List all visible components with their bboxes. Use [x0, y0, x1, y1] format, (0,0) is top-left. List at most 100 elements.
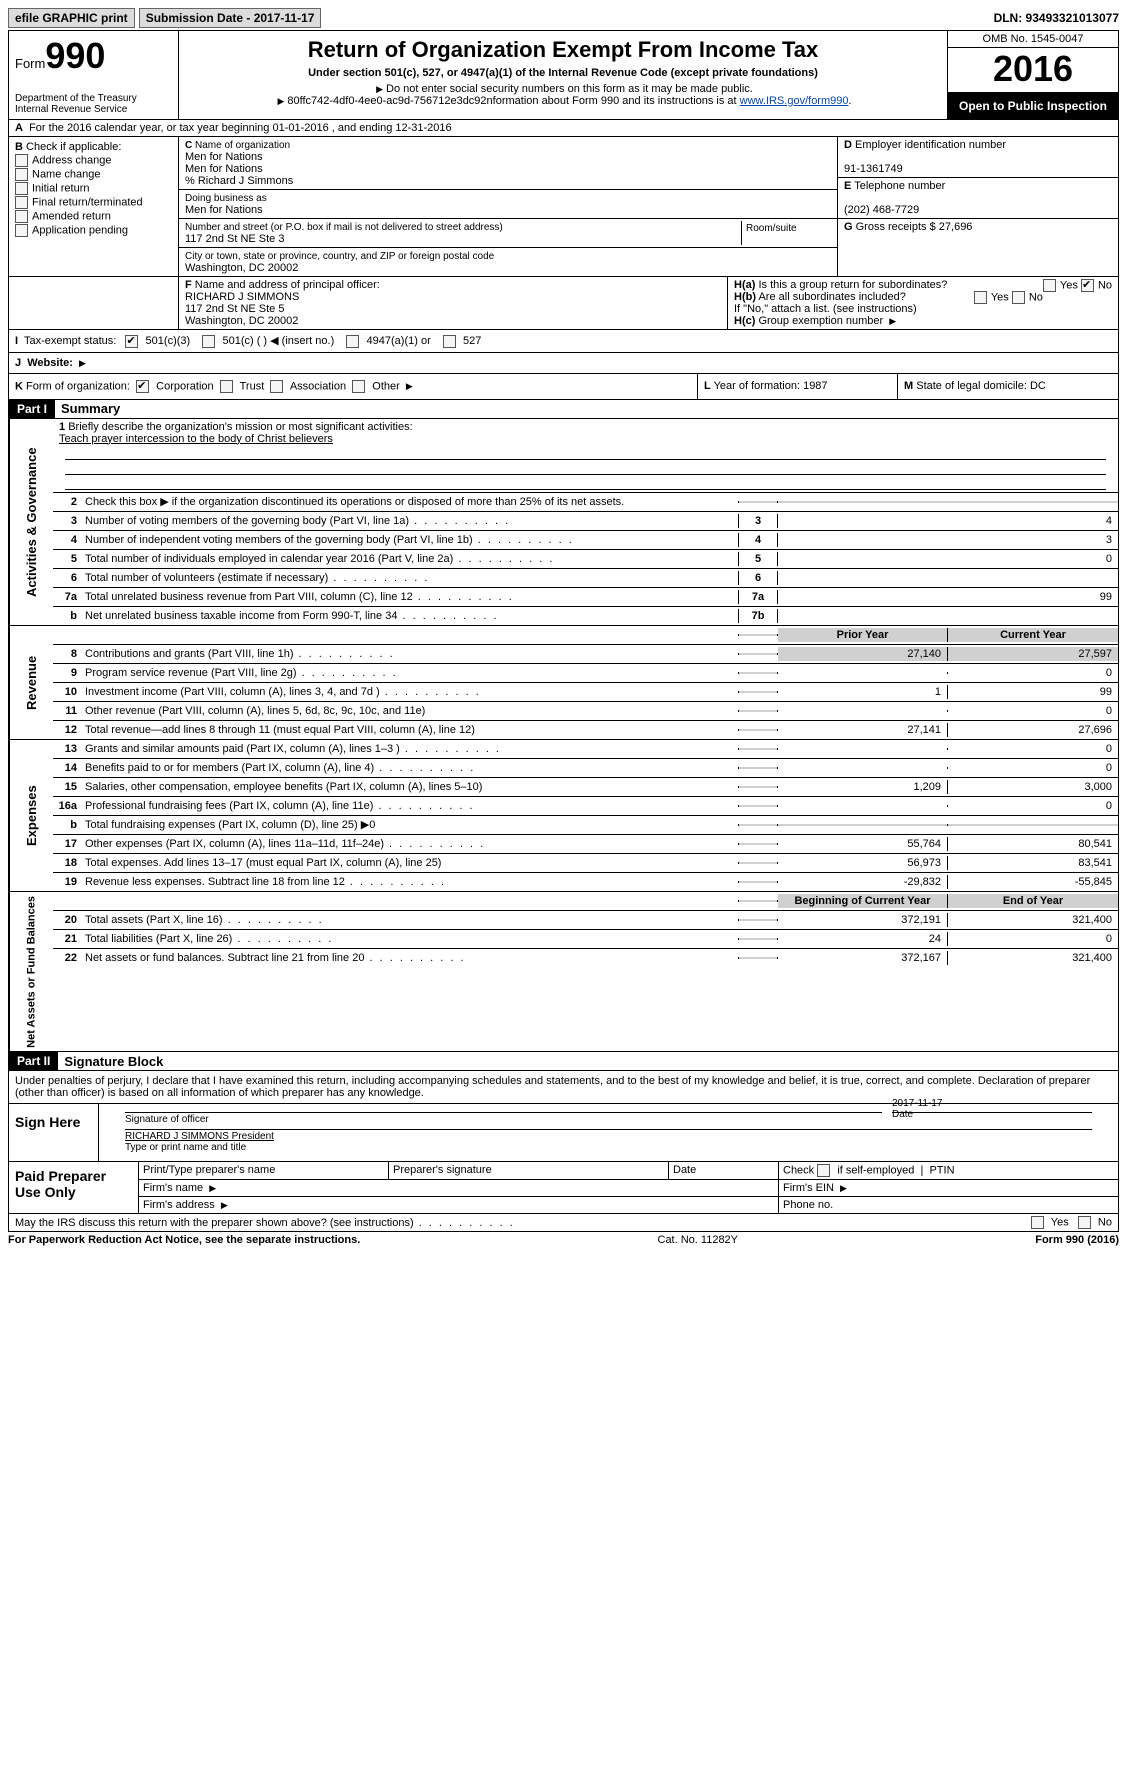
chk-application-pending[interactable]: Application pending — [15, 224, 172, 237]
city-label: City or town, state or province, country… — [185, 251, 494, 262]
ha-yes[interactable] — [1043, 279, 1056, 292]
part-2-header: Part II Signature Block — [8, 1052, 1119, 1071]
line-18-curr: 83,541 — [948, 856, 1118, 870]
chk-final-return[interactable]: Final return/terminated — [15, 196, 172, 209]
name-title-label: Type or print name and title — [125, 1142, 246, 1153]
line-10-prior: 1 — [778, 685, 948, 699]
hc-note: If "No," attach a list. (see instruction… — [734, 303, 917, 315]
dba-label: Doing business as — [185, 193, 267, 204]
chk-501c[interactable] — [202, 335, 215, 348]
line-7b-text: Net unrelated business taxable income fr… — [85, 610, 397, 622]
footer-right: Form 990 (2016) — [1035, 1234, 1119, 1246]
bullet-2: 80ffc742-4df0-4ee0-ac9d-756712e3dc92nfor… — [287, 95, 739, 107]
line-3-val: 4 — [778, 514, 1118, 528]
expenses-section: Expenses 13Grants and similar amounts pa… — [8, 740, 1119, 892]
activities-governance: Activities & Governance 1 Briefly descri… — [8, 419, 1119, 626]
footer-left: For Paperwork Reduction Act Notice, see … — [8, 1234, 360, 1246]
officer-addr2: Washington, DC 20002 — [185, 315, 298, 327]
chk-527[interactable] — [443, 335, 456, 348]
hdr-end: End of Year — [948, 894, 1118, 908]
vert-governance: Activities & Governance — [9, 419, 53, 625]
discuss-yes[interactable] — [1031, 1216, 1044, 1229]
ha-label: Is this a group return for subordinates? — [758, 279, 947, 291]
row-i: I Tax-exempt status: 501(c)(3) 501(c) ( … — [8, 330, 1119, 353]
line-16a-curr: 0 — [948, 799, 1118, 813]
form-label: Form — [15, 56, 45, 71]
hb-yes[interactable] — [974, 291, 987, 304]
officer-name: RICHARD J SIMMONS — [185, 291, 299, 303]
chk-initial-return[interactable]: Initial return — [15, 182, 172, 195]
chk-amended[interactable]: Amended return — [15, 210, 172, 223]
hb-no[interactable] — [1012, 291, 1025, 304]
line-20-beg: 372,191 — [778, 913, 948, 927]
line-8-curr: 27,597 — [948, 647, 1118, 661]
line-6-text: Total number of volunteers (estimate if … — [85, 572, 328, 584]
row-a-text: For the 2016 calendar year, or tax year … — [29, 122, 452, 134]
officer-addr1: 117 2nd St NE Ste 5 — [185, 303, 284, 315]
col-b-title: Check if applicable: — [26, 141, 121, 153]
line-3-text: Number of voting members of the governin… — [85, 515, 409, 527]
discuss-no[interactable] — [1078, 1216, 1091, 1229]
line-12-curr: 27,696 — [948, 723, 1118, 737]
chk-assoc[interactable] — [270, 380, 283, 393]
state-domicile: State of legal domicile: DC — [916, 380, 1046, 392]
part-2-title: Signature Block — [58, 1054, 163, 1069]
form-subtitle: Under section 501(c), 527, or 4947(a)(1)… — [185, 67, 941, 79]
line-15-curr: 3,000 — [948, 780, 1118, 794]
irs-link[interactable]: www.IRS.gov/form990 — [740, 95, 849, 107]
line-17-curr: 80,541 — [948, 837, 1118, 851]
line-22-end: 321,400 — [948, 951, 1118, 965]
footer-mid: Cat. No. 11282Y — [658, 1234, 739, 1246]
prep-check-label: Check — [783, 1165, 814, 1177]
line-11-text: Other revenue (Part VIII, column (A), li… — [85, 705, 425, 717]
tax-status-label: Tax-exempt status: — [24, 335, 116, 347]
prep-date-hdr: Date — [669, 1162, 779, 1180]
row-j: J Website: — [8, 353, 1119, 374]
efile-button[interactable]: efile GRAPHIC print — [8, 8, 135, 28]
form-org-label: Form of organization: — [26, 380, 130, 392]
row-f-h: F Name and address of principal officer:… — [8, 277, 1119, 330]
section-a-g: A For the 2016 calendar year, or tax yea… — [8, 120, 1119, 277]
hdr-beg: Beginning of Current Year — [778, 894, 948, 908]
ptin-label: PTIN — [929, 1165, 954, 1177]
website-label: Website: — [27, 357, 73, 369]
chk-self-employed[interactable] — [817, 1164, 830, 1177]
chk-501c3[interactable] — [125, 335, 138, 348]
org-name-1: Men for Nations — [185, 151, 263, 163]
net-assets-section: Net Assets or Fund Balances Beginning of… — [8, 892, 1119, 1053]
discuss-row: May the IRS discuss this return with the… — [8, 1214, 1119, 1232]
chk-address-change[interactable]: Address change — [15, 154, 172, 167]
chk-4947[interactable] — [346, 335, 359, 348]
vert-net-assets: Net Assets or Fund Balances — [9, 892, 53, 1052]
line-15-text: Salaries, other compensation, employee b… — [85, 781, 482, 793]
line-17-prior: 55,764 — [778, 837, 948, 851]
top-bar: efile GRAPHIC print Submission Date - 20… — [8, 8, 1119, 28]
line-5-text: Total number of individuals employed in … — [85, 553, 453, 565]
chk-name-change[interactable]: Name change — [15, 168, 172, 181]
briefly-text: Teach prayer intercession to the body of… — [59, 433, 333, 445]
org-care-of: % Richard J Simmons — [185, 175, 293, 187]
sign-here-label: Sign Here — [9, 1104, 99, 1161]
col-b: B Check if applicable: Address change Na… — [9, 137, 179, 276]
chk-trust[interactable] — [220, 380, 233, 393]
date-label: Date — [892, 1109, 913, 1120]
line-18-prior: 56,973 — [778, 856, 948, 870]
gross-label: Gross receipts $ — [856, 221, 936, 233]
firm-addr-label: Firm's address — [143, 1199, 215, 1211]
line-11-curr: 0 — [948, 704, 1118, 718]
firm-name-label: Firm's name — [143, 1182, 203, 1194]
chk-corp[interactable] — [136, 380, 149, 393]
line-19-text: Revenue less expenses. Subtract line 18 … — [85, 876, 345, 888]
line-21-end: 0 — [948, 932, 1118, 946]
sign-date: 2017-11-17 — [892, 1098, 1092, 1109]
omb-number: OMB No. 1545-0047 — [948, 31, 1118, 48]
submission-date-button[interactable]: Submission Date - 2017-11-17 — [139, 8, 322, 28]
ha-no[interactable] — [1081, 279, 1094, 292]
hc-label: Group exemption number — [758, 315, 883, 327]
line-14-curr: 0 — [948, 761, 1118, 775]
chk-other[interactable] — [352, 380, 365, 393]
line-9-curr: 0 — [948, 666, 1118, 680]
bullet-1: Do not enter social security numbers on … — [386, 83, 753, 95]
ein-label: Employer identification number — [855, 139, 1006, 151]
line-2: Check this box ▶ if the organization dis… — [85, 496, 624, 508]
